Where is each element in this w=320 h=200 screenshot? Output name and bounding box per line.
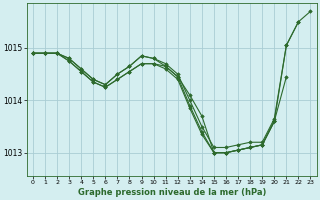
X-axis label: Graphe pression niveau de la mer (hPa): Graphe pression niveau de la mer (hPa) <box>77 188 266 197</box>
